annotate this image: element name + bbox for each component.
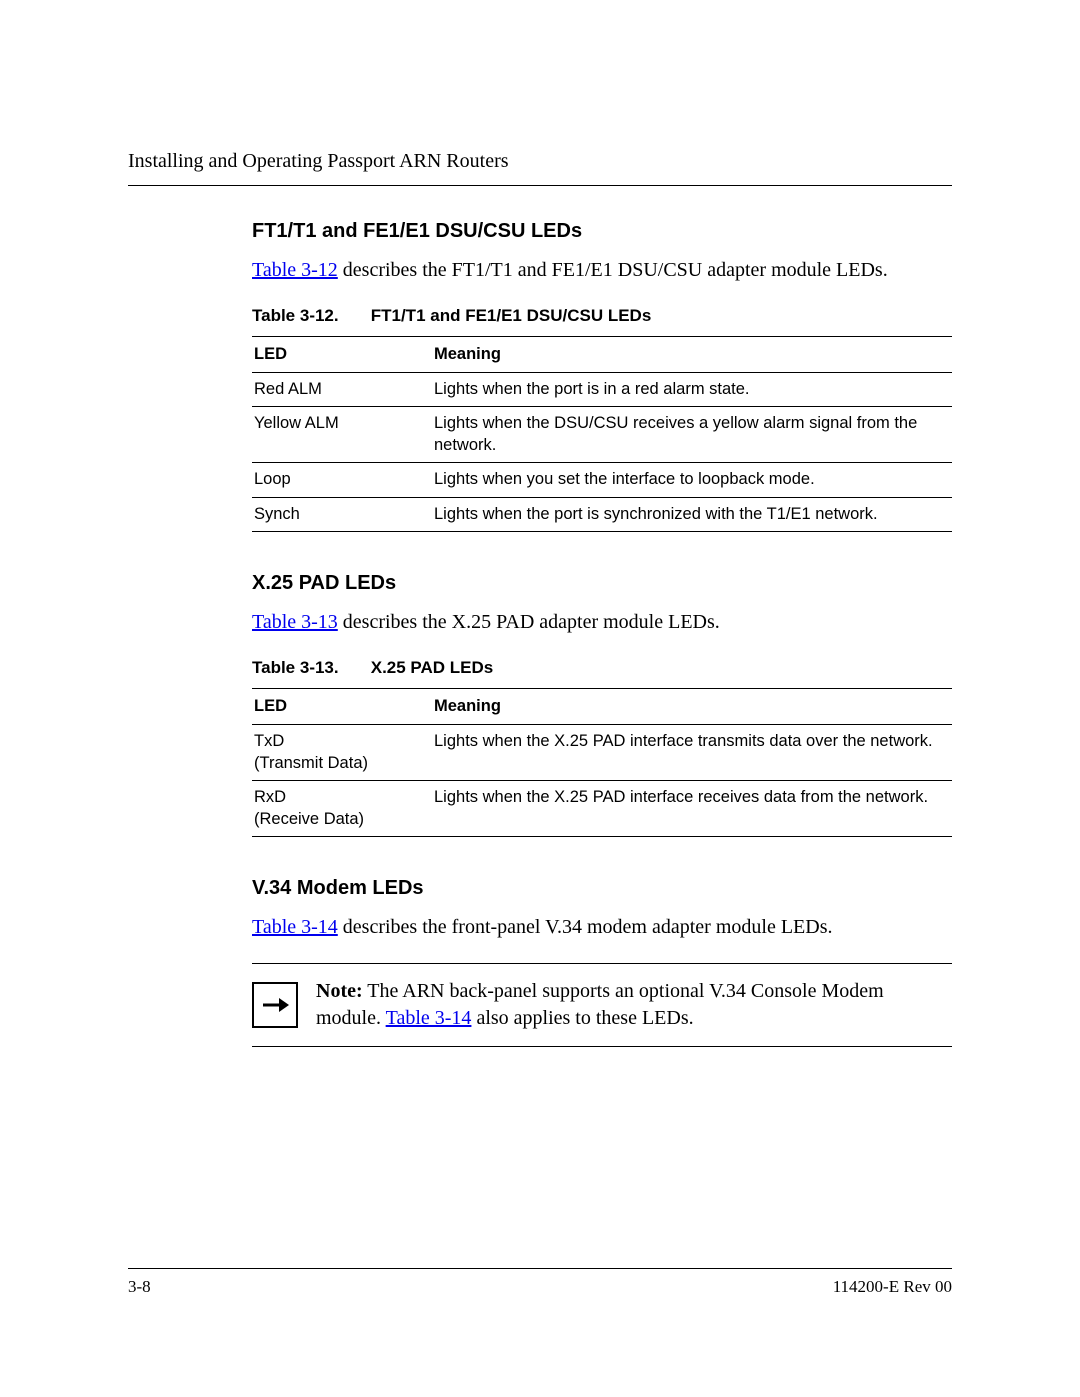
- table-3-13: LED Meaning TxD (Transmit Data) Lights w…: [252, 688, 952, 837]
- running-header: Installing and Operating Passport ARN Ro…: [128, 150, 952, 173]
- table-row: Yellow ALM Lights when the DSU/CSU recei…: [252, 407, 952, 463]
- page-number: 3-8: [128, 1277, 151, 1297]
- section-heading-v34: V.34 Modem LEDs: [252, 877, 952, 900]
- table-3-12: LED Meaning Red ALM Lights when the port…: [252, 336, 952, 532]
- col-led: LED: [252, 337, 432, 373]
- table-row: Synch Lights when the port is synchroniz…: [252, 497, 952, 531]
- table-3-13-link[interactable]: Table 3-13: [252, 611, 338, 633]
- cell-led: TxD (Transmit Data): [252, 725, 432, 781]
- table-3-14-link[interactable]: Table 3-14: [252, 916, 338, 938]
- col-led: LED: [252, 689, 432, 725]
- note-label: Note:: [316, 980, 363, 1002]
- cell-led: Red ALM: [252, 373, 432, 407]
- section-heading-x25: X.25 PAD LEDs: [252, 572, 952, 595]
- table-row: RxD (Receive Data) Lights when the X.25 …: [252, 781, 952, 837]
- col-meaning: Meaning: [432, 689, 952, 725]
- note-text-2: also applies to these LEDs.: [471, 1007, 693, 1029]
- section-heading-dsu-csu: FT1/T1 and FE1/E1 DSU/CSU LEDs: [252, 220, 952, 243]
- section3-intro-rest: describes the front-panel V.34 modem ada…: [338, 916, 833, 938]
- cell-meaning: Lights when the DSU/CSU receives a yello…: [432, 407, 952, 463]
- table-3-12-caption: Table 3-12. FT1/T1 and FE1/E1 DSU/CSU LE…: [252, 306, 952, 326]
- cell-meaning: Lights when you set the interface to loo…: [432, 463, 952, 497]
- cell-meaning: Lights when the port is in a red alarm s…: [432, 373, 952, 407]
- table-3-13-caption: Table 3-13. X.25 PAD LEDs: [252, 658, 952, 678]
- table-3-14-link-inline[interactable]: Table 3-14: [386, 1007, 472, 1029]
- table-3-13-label: Table 3-13.: [252, 658, 366, 678]
- doc-revision: 114200-E Rev 00: [833, 1277, 952, 1297]
- section3-intro: Table 3-14 describes the front-panel V.3…: [252, 914, 952, 941]
- note-text: Note: The ARN back-panel supports an opt…: [316, 978, 952, 1032]
- section2-intro-rest: describes the X.25 PAD adapter module LE…: [338, 611, 720, 633]
- content: FT1/T1 and FE1/E1 DSU/CSU LEDs Table 3-1…: [252, 220, 952, 1047]
- table-3-12-title: FT1/T1 and FE1/E1 DSU/CSU LEDs: [371, 306, 652, 325]
- table-row: TxD (Transmit Data) Lights when the X.25…: [252, 725, 952, 781]
- table-3-12-link[interactable]: Table 3-12: [252, 259, 338, 281]
- footer-rule: [128, 1268, 952, 1269]
- page-footer: 3-8 114200-E Rev 00: [128, 1268, 952, 1297]
- cell-meaning: Lights when the X.25 PAD interface recei…: [432, 781, 952, 837]
- table-header-row: LED Meaning: [252, 689, 952, 725]
- section1-intro-rest: describes the FT1/T1 and FE1/E1 DSU/CSU …: [338, 259, 888, 281]
- table-3-13-title: X.25 PAD LEDs: [371, 658, 494, 677]
- section2-intro: Table 3-13 describes the X.25 PAD adapte…: [252, 609, 952, 636]
- page: Installing and Operating Passport ARN Ro…: [0, 0, 1080, 1397]
- cell-led: Loop: [252, 463, 432, 497]
- cell-meaning: Lights when the X.25 PAD interface trans…: [432, 725, 952, 781]
- section1-intro: Table 3-12 describes the FT1/T1 and FE1/…: [252, 257, 952, 284]
- table-row: Red ALM Lights when the port is in a red…: [252, 373, 952, 407]
- cell-meaning: Lights when the port is synchronized wit…: [432, 497, 952, 531]
- header-rule: [128, 185, 952, 186]
- table-row: Loop Lights when you set the interface t…: [252, 463, 952, 497]
- note-arrow-icon: [252, 982, 298, 1028]
- table-3-12-label: Table 3-12.: [252, 306, 366, 326]
- note-block: Note: The ARN back-panel supports an opt…: [252, 963, 952, 1047]
- table-header-row: LED Meaning: [252, 337, 952, 373]
- cell-led: Yellow ALM: [252, 407, 432, 463]
- cell-led: RxD (Receive Data): [252, 781, 432, 837]
- cell-led: Synch: [252, 497, 432, 531]
- col-meaning: Meaning: [432, 337, 952, 373]
